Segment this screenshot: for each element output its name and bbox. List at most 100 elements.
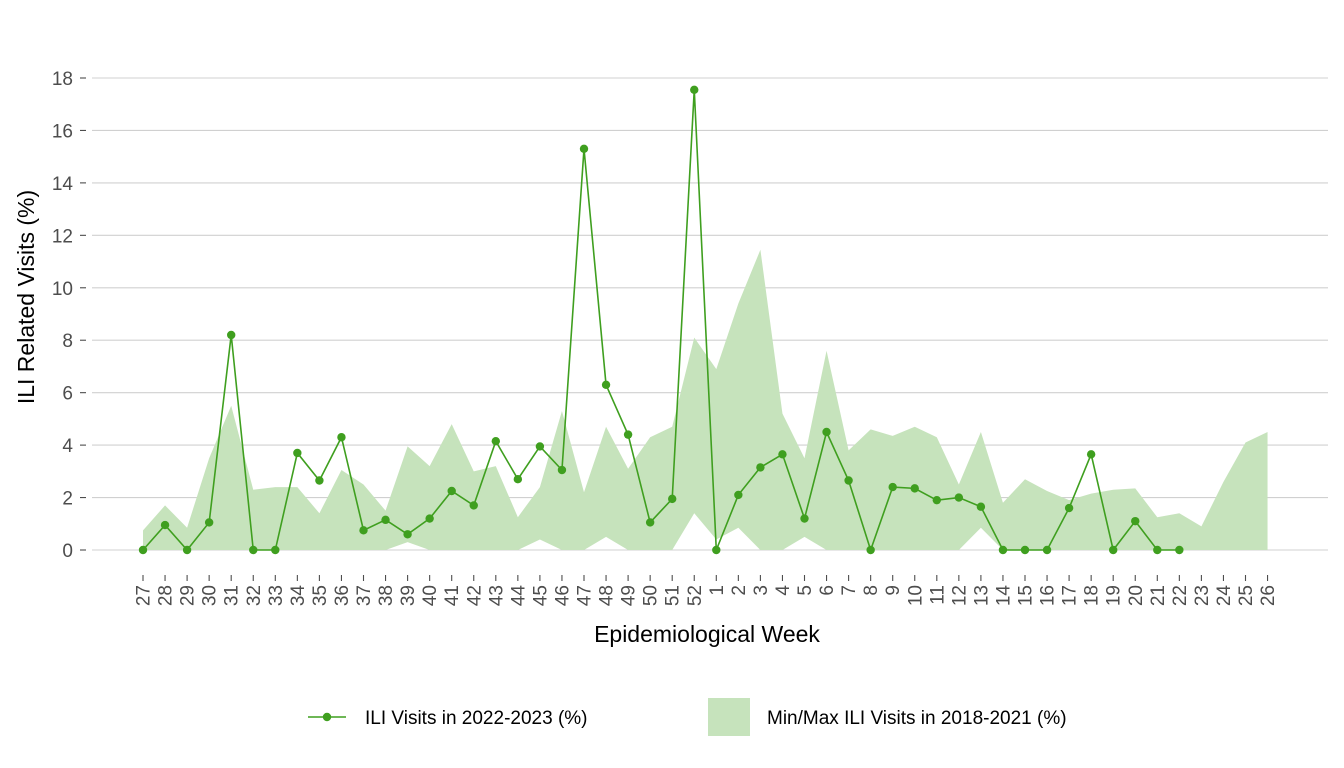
- data-point-week-50: [645, 518, 655, 527]
- x-tick-label-7: 7: [839, 585, 860, 596]
- x-tick-label-49: 49: [619, 585, 640, 606]
- x-axis: 27 28 29 30 31 32 33 34 35 36 37 38 39 40 41 42 43 44 45 46…: [134, 575, 1279, 607]
- data-point-week-36: [337, 433, 346, 442]
- data-point-week-1: [712, 545, 721, 555]
- x-tick-label-38: 38: [376, 585, 397, 606]
- data-point-week-14: [998, 545, 1008, 555]
- data-point-week-6: [822, 427, 831, 437]
- data-point-week-46: [557, 465, 567, 475]
- data-point-week-17: [1064, 503, 1074, 513]
- x-tick-label-19: 19: [1104, 585, 1125, 606]
- x-tick-label-34: 34: [288, 585, 309, 607]
- x-tick-label-30: 30: [200, 585, 221, 606]
- data-point-week-22: [1175, 545, 1184, 555]
- y-axis-title: ILI Related Visits (%): [13, 190, 39, 404]
- x-tick-label-20: 20: [1126, 585, 1147, 606]
- x-tick-label-6: 6: [817, 585, 838, 596]
- data-point-week-12: [954, 493, 964, 502]
- y-tick-label-14: 14: [52, 174, 74, 195]
- data-point-week-30: [204, 518, 214, 527]
- min-max-band: [143, 249, 1268, 550]
- x-tick-label-48: 48: [597, 585, 618, 606]
- data-point-week-5: [800, 514, 809, 523]
- data-point-week-18: [1086, 450, 1096, 459]
- x-tick-label-3: 3: [751, 585, 772, 596]
- data-point-week-33: [271, 545, 280, 555]
- x-tick-label-42: 42: [464, 585, 485, 606]
- legend-label-min-max-2018-2021: Min/Max ILI Visits in 2018-2021 (%): [767, 708, 1067, 729]
- x-tick-label-52: 52: [685, 585, 706, 606]
- data-point-week-7: [844, 476, 853, 485]
- x-tick-label-24: 24: [1214, 585, 1235, 607]
- data-point-week-11: [932, 495, 941, 505]
- y-tick-label-6: 6: [62, 384, 73, 405]
- x-tick-label-46: 46: [552, 585, 573, 606]
- x-tick-label-33: 33: [266, 585, 287, 606]
- data-point-week-52: [690, 85, 699, 95]
- x-tick-label-44: 44: [508, 585, 529, 607]
- data-point-week-39: [403, 530, 412, 539]
- data-point-week-42: [469, 501, 478, 510]
- x-tick-label-31: 31: [222, 585, 243, 606]
- legend: ILI Visits in 2022-2023 (%) Min/Max ILI …: [308, 698, 1067, 736]
- x-tick-label-5: 5: [795, 585, 816, 596]
- x-axis-title: Epidemiological Week: [594, 621, 820, 647]
- y-axis: 0 2 4 6 8 10 12 14 16 18: [52, 69, 86, 562]
- data-point-week-38: [381, 515, 390, 525]
- data-point-week-9: [888, 482, 897, 492]
- data-point-week-32: [249, 545, 258, 555]
- x-tick-label-10: 10: [905, 585, 926, 606]
- y-tick-label-8: 8: [62, 331, 73, 352]
- x-tick-label-25: 25: [1236, 585, 1257, 606]
- legend-label-ili-2022-2023: ILI Visits in 2022-2023 (%): [365, 708, 588, 729]
- x-tick-label-45: 45: [530, 585, 551, 606]
- data-point-week-34: [293, 448, 302, 458]
- x-tick-label-28: 28: [156, 585, 177, 606]
- data-point-week-27: [138, 545, 148, 555]
- x-tick-label-22: 22: [1170, 585, 1191, 606]
- x-tick-label-12: 12: [949, 585, 970, 606]
- data-point-week-41: [447, 486, 456, 496]
- data-point-week-21: [1153, 545, 1162, 555]
- data-point-week-16: [1042, 545, 1052, 555]
- legend-point-swatch: [322, 712, 332, 722]
- legend-item-min-max-2018-2021: Min/Max ILI Visits in 2018-2021 (%): [708, 698, 1067, 736]
- x-tick-label-39: 39: [398, 585, 419, 606]
- data-point-week-13: [976, 502, 986, 511]
- x-tick-label-32: 32: [244, 585, 265, 606]
- x-tick-label-21: 21: [1148, 585, 1169, 606]
- y-tick-label-0: 0: [62, 541, 73, 562]
- x-tick-label-23: 23: [1192, 585, 1213, 606]
- data-point-week-40: [425, 514, 434, 523]
- data-point-week-44: [513, 475, 523, 484]
- y-tick-label-2: 2: [62, 489, 73, 510]
- data-point-week-29: [182, 545, 192, 555]
- band-layer: [143, 249, 1268, 550]
- data-point-week-8: [866, 545, 875, 555]
- x-tick-label-36: 36: [332, 585, 353, 606]
- x-tick-label-40: 40: [420, 585, 441, 606]
- data-point-week-49: [623, 430, 633, 439]
- x-tick-label-29: 29: [178, 585, 199, 606]
- x-tick-label-2: 2: [729, 585, 750, 596]
- data-point-week-47: [579, 144, 589, 153]
- x-tick-label-1: 1: [707, 585, 728, 596]
- x-tick-label-8: 8: [861, 585, 882, 596]
- data-point-week-2: [734, 490, 743, 500]
- x-tick-label-43: 43: [486, 585, 507, 606]
- x-tick-label-11: 11: [927, 585, 948, 605]
- y-tick-label-16: 16: [52, 121, 73, 142]
- y-tick-label-18: 18: [52, 69, 73, 90]
- data-point-week-10: [910, 484, 919, 493]
- x-tick-label-27: 27: [134, 585, 155, 606]
- y-tick-label-12: 12: [52, 226, 73, 247]
- data-point-week-15: [1020, 545, 1030, 555]
- legend-item-ili-2022-2023: ILI Visits in 2022-2023 (%): [308, 708, 588, 729]
- x-tick-label-35: 35: [310, 585, 331, 606]
- x-tick-label-4: 4: [773, 585, 794, 596]
- x-tick-label-51: 51: [663, 585, 684, 606]
- x-tick-label-9: 9: [883, 585, 904, 596]
- data-point-week-31: [227, 330, 236, 340]
- x-tick-label-13: 13: [971, 585, 992, 606]
